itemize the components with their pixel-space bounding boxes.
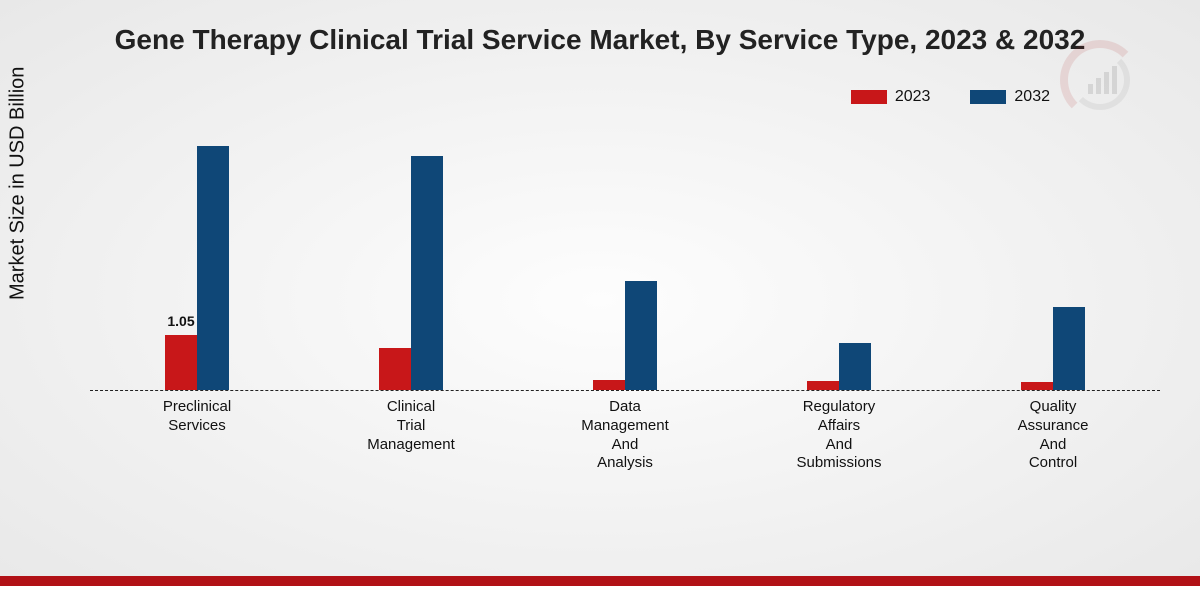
x-axis-category-label: Quality Assurance And Control xyxy=(946,398,1160,473)
bar-2032 xyxy=(839,343,871,390)
bar-2032 xyxy=(625,281,657,390)
bars-container: 1.05 xyxy=(90,130,1160,390)
x-axis-baseline xyxy=(90,390,1160,391)
x-axis-category-label: Regulatory Affairs And Submissions xyxy=(732,398,946,473)
bar-group xyxy=(304,130,518,390)
bar-2023: 1.05 xyxy=(165,335,197,390)
legend-label-2032: 2032 xyxy=(1014,88,1050,106)
bar-2032 xyxy=(411,156,443,390)
bar-group: 1.05 xyxy=(90,130,304,390)
bar-2032 xyxy=(197,146,229,390)
x-axis-category-label: Preclinical Services xyxy=(90,398,304,473)
x-axis-category-label: Clinical Trial Management xyxy=(304,398,518,473)
bar-2023 xyxy=(379,348,411,390)
x-axis-category-label: Data Management And Analysis xyxy=(518,398,732,473)
plot-area: 1.05 Preclinical ServicesClinical Trial … xyxy=(90,130,1160,470)
footer-white-strip xyxy=(0,586,1200,600)
legend-item-2023: 2023 xyxy=(851,88,931,106)
bar-value-label: 1.05 xyxy=(167,313,194,329)
legend-item-2032: 2032 xyxy=(970,88,1050,106)
chart-title: Gene Therapy Clinical Trial Service Mark… xyxy=(0,0,1200,56)
legend-swatch-2023 xyxy=(851,90,887,104)
bar-group xyxy=(518,130,732,390)
x-axis-labels: Preclinical ServicesClinical Trial Manag… xyxy=(90,398,1160,473)
bar-2023 xyxy=(807,381,839,390)
legend-swatch-2032 xyxy=(970,90,1006,104)
bar-group xyxy=(946,130,1160,390)
footer-accent-band xyxy=(0,576,1200,586)
bar-2032 xyxy=(1053,307,1085,390)
y-axis-label: Market Size in USD Billion xyxy=(7,67,30,300)
bar-2023 xyxy=(593,380,625,390)
bar-2023 xyxy=(1021,382,1053,390)
bar-group xyxy=(732,130,946,390)
legend-label-2023: 2023 xyxy=(895,88,931,106)
legend: 2023 2032 xyxy=(851,88,1050,106)
